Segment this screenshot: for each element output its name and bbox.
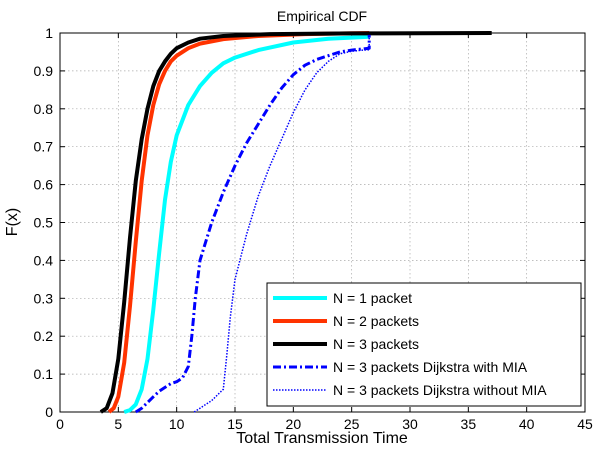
series-line-5 [193,36,370,413]
series-line-3 [99,31,492,414]
y-tick-label: 0 [45,404,53,420]
y-tick-label: 0.1 [34,366,54,382]
chart-title: Empirical CDF [277,8,367,24]
x-tick-label: 25 [344,416,360,432]
axis-ticks: 0 5 10 15 20 25 30 35 40 45 0 0.1 0.2 0.3 0.4 0.5 0.6 0.7… [34,25,593,432]
y-tick-label: 0.8 [34,101,54,117]
series-lines [99,31,492,414]
legend-label-3: N = 3 packets [333,336,419,352]
y-tick-label: 0.9 [34,63,54,79]
y-axis-label: F(x) [4,208,21,236]
x-tick-label: 10 [169,416,185,432]
x-tick-label: 35 [461,416,477,432]
x-tick-label: 0 [56,416,64,432]
legend-label-5: N = 3 packets Dijkstra without MIA [333,382,547,398]
y-tick-label: 0.5 [34,215,54,231]
x-tick-label: 15 [227,416,243,432]
legend-label-4: N = 3 packets Dijkstra with MIA [333,359,528,375]
y-tick-label: 0.7 [34,139,54,155]
legend: N = 1 packet N = 2 packets N = 3 packets N … [266,282,582,407]
x-tick-label: 45 [577,416,593,432]
legend-label-2: N = 2 packets [333,313,419,329]
series-line-4 [134,34,371,414]
y-tick-label: 0.2 [34,328,54,344]
x-tick-label: 20 [286,416,302,432]
legend-label-1: N = 1 packet [333,290,412,306]
y-tick-label: 0.6 [34,177,54,193]
series-line-1 [123,34,370,414]
y-tick-label: 0.3 [34,290,54,306]
x-tick-label: 5 [114,416,122,432]
x-tick-label: 30 [402,416,418,432]
y-tick-label: 0.4 [34,252,54,268]
y-tick-label: 1 [45,25,53,41]
x-tick-label: 40 [519,416,535,432]
x-axis-label: Total Transmission Time [236,430,408,447]
series-line-2 [107,31,370,414]
